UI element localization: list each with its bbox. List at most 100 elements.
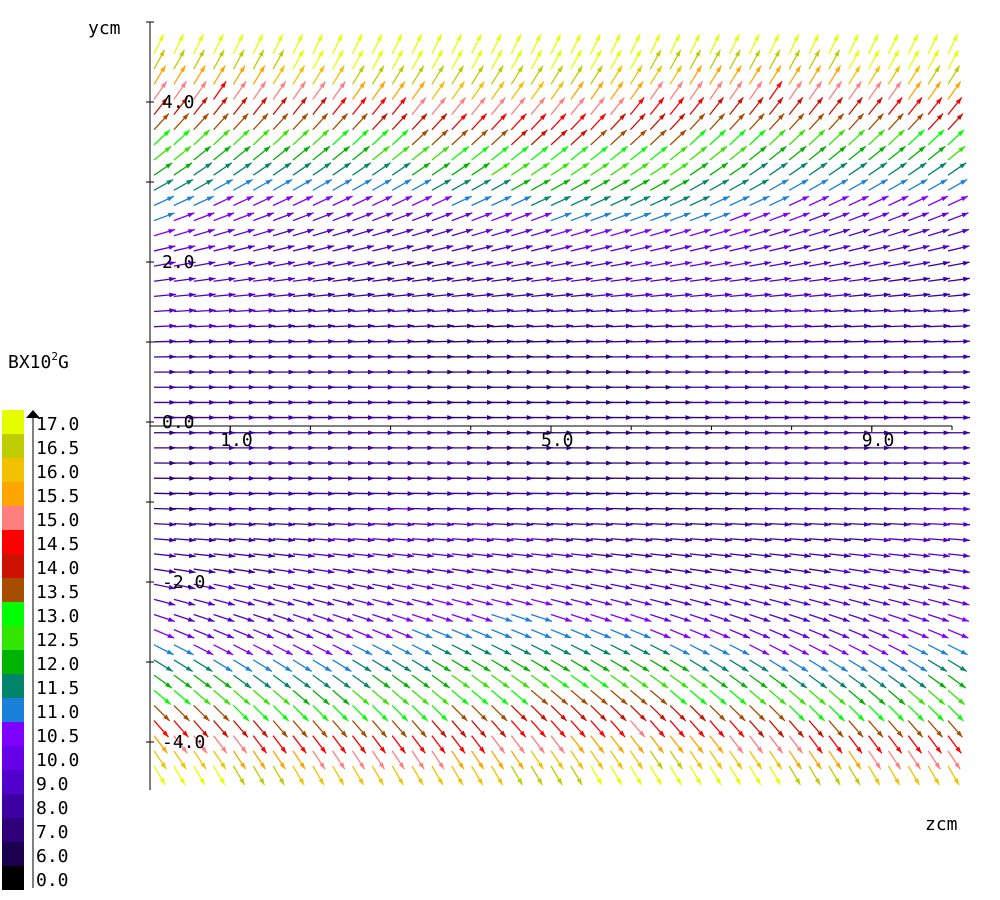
field-arrow xyxy=(412,430,435,436)
arrow-head xyxy=(604,633,612,638)
arrow-head xyxy=(308,521,315,527)
field-arrow xyxy=(729,522,752,527)
arrow-head xyxy=(360,97,367,105)
arrow-head xyxy=(645,445,653,451)
field-arrow xyxy=(471,475,494,481)
field-arrow xyxy=(789,308,812,313)
arrow-head xyxy=(821,649,829,655)
arrow-head xyxy=(774,49,780,57)
field-arrow xyxy=(788,33,800,55)
arrow-head xyxy=(266,212,274,218)
arrow-head xyxy=(464,649,472,655)
arrow-head xyxy=(169,308,176,313)
arrow-head xyxy=(300,746,307,754)
field-arrow xyxy=(709,162,729,176)
arrow-head xyxy=(641,146,648,153)
field-arrow xyxy=(610,568,633,574)
field-arrow xyxy=(531,583,553,590)
arrow-head xyxy=(427,415,435,420)
arrow-head xyxy=(741,179,749,185)
field-arrow xyxy=(590,522,613,527)
field-arrow xyxy=(392,323,415,329)
field-arrow xyxy=(669,598,692,606)
arrow-head xyxy=(228,308,236,313)
field-arrow xyxy=(689,339,712,344)
field-arrow xyxy=(332,65,345,85)
field-arrow xyxy=(630,506,653,512)
arrow-head xyxy=(565,229,573,234)
arrow-head xyxy=(777,730,784,738)
field-arrow xyxy=(788,129,806,146)
field-arrow xyxy=(312,735,327,754)
field-arrow xyxy=(213,583,236,590)
field-arrow xyxy=(570,553,593,558)
field-arrow xyxy=(570,613,592,622)
field-arrow xyxy=(391,81,406,100)
arrow-head xyxy=(705,460,712,466)
field-arrow xyxy=(272,228,295,237)
field-arrow xyxy=(292,506,315,512)
arrow-head xyxy=(764,369,772,375)
arrow-head xyxy=(579,730,586,738)
field-arrow xyxy=(788,613,811,623)
arrow-head xyxy=(288,415,296,420)
arrow-head xyxy=(298,778,305,785)
arrow-head xyxy=(717,746,724,754)
field-arrow xyxy=(709,276,732,282)
arrow-head xyxy=(288,553,295,558)
arrow-head xyxy=(665,323,673,329)
field-arrow xyxy=(769,506,792,512)
field-arrow xyxy=(510,145,529,161)
arrow-head xyxy=(783,584,791,590)
field-arrow xyxy=(312,491,335,496)
field-arrow xyxy=(610,644,631,656)
field-arrow xyxy=(570,475,593,481)
field-arrow xyxy=(809,415,832,420)
field-arrow xyxy=(471,644,492,656)
field-arrow xyxy=(749,292,772,298)
arrow-head xyxy=(348,400,355,405)
field-arrow xyxy=(471,613,493,622)
field-arrow xyxy=(272,245,295,252)
arrow-head xyxy=(665,430,673,436)
field-arrow xyxy=(670,292,693,298)
field-arrow xyxy=(550,521,574,527)
arrow-head xyxy=(814,49,820,57)
field-arrow xyxy=(689,292,712,298)
field-arrow xyxy=(392,369,415,375)
arrow-head xyxy=(484,633,492,638)
field-arrow xyxy=(292,750,306,770)
arrow-head xyxy=(425,633,433,639)
arrow-head xyxy=(724,292,732,298)
field-arrow xyxy=(431,195,453,207)
arrow-head xyxy=(407,475,415,481)
field-arrow xyxy=(471,369,494,375)
field-arrow xyxy=(669,674,689,689)
field-arrow xyxy=(610,323,633,329)
field-arrow xyxy=(630,553,653,558)
arrow-head xyxy=(347,323,355,329)
field-arrow xyxy=(332,568,355,574)
field-arrow xyxy=(749,445,772,451)
arrow-head xyxy=(485,212,493,218)
field-arrow xyxy=(451,212,473,222)
arrow-head xyxy=(546,475,554,481)
field-arrow xyxy=(789,384,812,390)
arrow-head xyxy=(799,698,806,705)
field-arrow xyxy=(590,354,613,360)
field-arrow xyxy=(391,129,409,146)
arrow-head xyxy=(526,491,534,496)
arrow-head xyxy=(503,179,511,185)
arrow-head xyxy=(169,491,177,496)
arrow-head xyxy=(218,49,225,57)
arrow-head xyxy=(199,65,206,73)
field-arrow xyxy=(609,65,623,85)
arrow-head xyxy=(268,445,276,451)
field-arrow xyxy=(689,228,712,237)
field-arrow xyxy=(570,49,583,70)
field-arrow xyxy=(193,369,216,375)
field-arrow xyxy=(272,81,287,100)
field-arrow xyxy=(252,178,273,191)
field-arrow xyxy=(749,491,772,496)
arrow-head xyxy=(526,521,534,527)
